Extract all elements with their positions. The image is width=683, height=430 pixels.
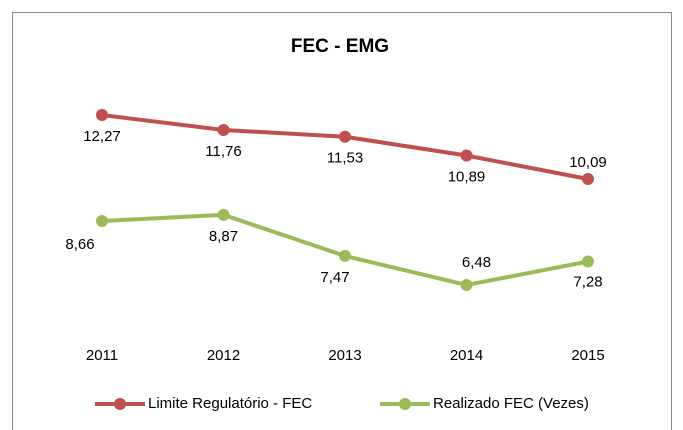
- x-tick-label: 2012: [207, 347, 240, 364]
- data-label: 11,76: [205, 143, 241, 160]
- data-point: [582, 255, 594, 268]
- data-point: [96, 109, 108, 121]
- data-label: 7,28: [573, 273, 602, 290]
- legend-label: Limite Regulatório - FEC: [148, 395, 312, 412]
- data-label: 11,53: [327, 150, 363, 167]
- x-tick-label: 2015: [571, 347, 604, 364]
- x-tick-label: 2011: [86, 347, 118, 364]
- data-label: 6,48: [462, 254, 491, 271]
- legend-label: Realizado FEC (Vezes): [433, 395, 589, 412]
- data-label: 10,09: [569, 154, 607, 171]
- data-point: [460, 279, 473, 291]
- data-point: [339, 130, 351, 143]
- legend-marker: [114, 398, 126, 410]
- data-label: 8,66: [65, 236, 94, 253]
- x-tick-label: 2013: [328, 347, 361, 364]
- data-point: [217, 208, 230, 221]
- data-point: [460, 149, 473, 162]
- data-point: [339, 249, 351, 262]
- legend-marker: [399, 398, 411, 410]
- data-label: 7,47: [320, 269, 349, 286]
- data-label: 10,89: [448, 168, 486, 185]
- data-point: [217, 123, 230, 136]
- data-point: [96, 214, 108, 227]
- chart-title: FEC - EMG: [291, 36, 389, 57]
- x-tick-label: 2014: [450, 347, 483, 364]
- data-label: 8,87: [209, 228, 238, 245]
- data-label: 12,27: [83, 128, 121, 145]
- data-point: [582, 173, 594, 186]
